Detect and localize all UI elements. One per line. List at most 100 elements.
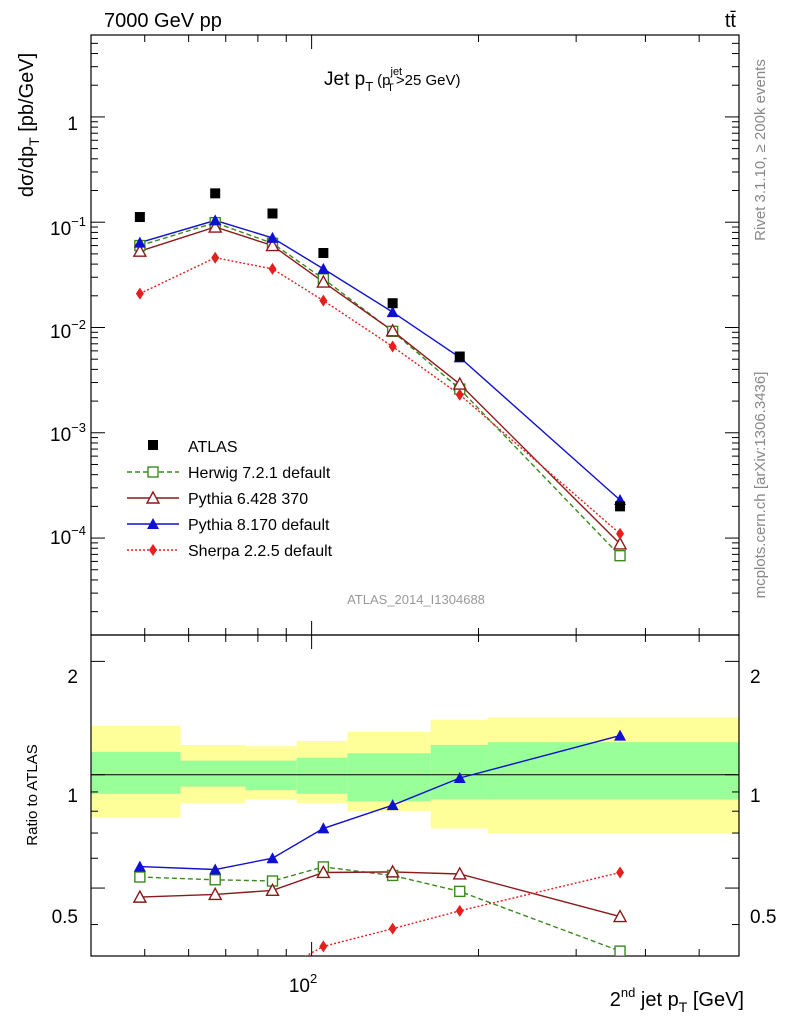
ratio-frame bbox=[90, 634, 740, 957]
legend-label: ATLAS bbox=[188, 439, 238, 456]
ratio-point-pythia bbox=[614, 729, 627, 741]
xlabel-sup: nd bbox=[621, 985, 635, 1000]
legend-label: Herwig 7.2.1 default bbox=[188, 465, 331, 482]
ratio-uncertainty-bands bbox=[91, 717, 739, 834]
ratio-point-pythia bbox=[265, 882, 280, 897]
ratio-point-pythia bbox=[317, 822, 330, 834]
ylabel-main-sub: T bbox=[26, 137, 42, 146]
main-point-pythia bbox=[209, 214, 222, 226]
ylabel-main-text: dσ/dp bbox=[16, 146, 38, 197]
ratio-point-pythia bbox=[209, 863, 222, 875]
ratio-point-pythia bbox=[453, 772, 466, 784]
band-inner bbox=[296, 757, 348, 794]
ratio-point-sherpa bbox=[319, 940, 328, 953]
main-point-pythia bbox=[385, 323, 400, 337]
plot-title-cut-sup: jet bbox=[390, 66, 403, 78]
ratio-point-sherpa bbox=[616, 866, 625, 879]
main-point-pythia bbox=[317, 262, 330, 274]
main-point-pythia bbox=[386, 306, 399, 318]
legend-marker-atlas bbox=[148, 440, 158, 450]
ratio-point-pythia bbox=[386, 799, 399, 811]
main-point-sherpa bbox=[616, 527, 625, 540]
y-tick-label-1e-2: 10−2 bbox=[50, 317, 86, 343]
main-point-sherpa bbox=[268, 262, 277, 275]
legend-label: Pythia 6.428 370 bbox=[188, 491, 308, 508]
legend-label: Sherpa 2.2.5 default bbox=[188, 543, 333, 560]
ylabel-main-unit: [pb/GeV] bbox=[16, 53, 38, 138]
xlabel-unit: [GeV] bbox=[687, 989, 744, 1011]
ratio-tick-label-1-right: 1 bbox=[750, 786, 761, 807]
main-line-pythia bbox=[139, 219, 621, 501]
plot-title-cut-rest: >25 GeV) bbox=[396, 72, 461, 89]
ratio-point-sherpa bbox=[388, 922, 397, 935]
ratio-point-pythia bbox=[452, 866, 467, 880]
ratio-point-herwig bbox=[614, 945, 626, 956]
ratio-point-pythia bbox=[316, 865, 331, 879]
y-tick-base: 10 bbox=[50, 219, 71, 240]
ratio-point-herwig bbox=[209, 874, 221, 886]
band-inner bbox=[91, 751, 181, 794]
y-tick-label-1e-4: 10−4 bbox=[50, 523, 86, 549]
ratio-point-pythia bbox=[266, 852, 279, 864]
legend-marker-sherpa bbox=[149, 544, 157, 556]
ratio-tick-label-0.5: 0.5 bbox=[52, 907, 78, 928]
ratio-point-herwig bbox=[454, 885, 466, 898]
x-tick-base: 10 bbox=[289, 976, 310, 997]
plot-title-cut-sub: T bbox=[387, 82, 394, 94]
band-inner bbox=[180, 760, 246, 787]
xlabel: 2nd jet pT [GeV] bbox=[610, 985, 744, 1015]
y-tick-base: 1 bbox=[67, 114, 78, 135]
main-point-pythia bbox=[208, 219, 223, 233]
y-tick-exp: −3 bbox=[71, 420, 86, 435]
y-tick-label-1e-1: 10−1 bbox=[50, 214, 86, 240]
ratio-tick-label-1: 1 bbox=[67, 786, 78, 807]
ratio-y-tick-labels: 2 1 0.5 2 1 0.5 bbox=[52, 667, 777, 928]
xlabel-mid: jet p bbox=[635, 989, 678, 1011]
band-inner bbox=[487, 742, 739, 800]
ratio-point-pythia bbox=[612, 909, 628, 923]
legend-marker-pythia8 bbox=[147, 518, 159, 529]
main-point-pythia bbox=[132, 243, 148, 257]
main-point-atlas bbox=[134, 212, 145, 223]
ratio-point-pythia bbox=[208, 886, 223, 901]
ratio-point-pythia bbox=[132, 889, 148, 903]
header-left: 7000 GeV pp bbox=[104, 10, 222, 32]
ratio-point-herwig bbox=[134, 871, 146, 883]
main-point-pythia bbox=[316, 274, 331, 288]
main-point-atlas bbox=[210, 188, 221, 199]
side-rivet: Rivet 3.1.10, ≥ 200k events bbox=[752, 59, 769, 241]
main-point-pythia bbox=[612, 536, 628, 550]
y-tick-base: 10 bbox=[50, 425, 71, 446]
band-inner bbox=[347, 753, 431, 802]
main-point-atlas bbox=[454, 351, 465, 362]
y-tick-exp: −1 bbox=[71, 214, 86, 229]
xlabel-sub: T bbox=[679, 999, 688, 1015]
legend: ATLAS Herwig 7.2.1 default Pythia 6.428 … bbox=[127, 439, 333, 560]
ratio-point-pythia bbox=[385, 864, 400, 878]
legend-item-pythia8: Pythia 8.170 default bbox=[127, 517, 330, 534]
legend-item-pythia6: Pythia 6.428 370 bbox=[127, 490, 308, 508]
ratio-tick-label-2: 2 bbox=[67, 667, 78, 688]
main-point-atlas bbox=[387, 298, 398, 309]
xlabel-pre: 2 bbox=[610, 989, 621, 1011]
legend-item-atlas: ATLAS bbox=[148, 439, 238, 456]
y-tick-base: 10 bbox=[50, 322, 71, 343]
main-point-sherpa bbox=[135, 287, 144, 300]
x-tick-exp: 2 bbox=[310, 971, 317, 986]
plot-title-main: Jet p bbox=[324, 69, 365, 90]
y-tick-exp: −2 bbox=[71, 317, 86, 332]
y-tick-base: 10 bbox=[50, 528, 71, 549]
main-point-pythia bbox=[133, 236, 146, 248]
ratio-point-sherpa bbox=[455, 904, 464, 917]
ratio-series-layer bbox=[132, 729, 628, 956]
main-point-sherpa bbox=[211, 251, 220, 264]
plot-title-sub: T bbox=[365, 79, 373, 94]
y-tick-label-1e-3: 10−3 bbox=[50, 420, 86, 446]
axis-ticks bbox=[90, 34, 739, 956]
main-point-atlas bbox=[318, 247, 329, 258]
legend-marker-herwig bbox=[147, 466, 159, 478]
plot-title-cut: (p bbox=[377, 72, 390, 89]
watermark: ATLAS_2014_I1304688 bbox=[347, 592, 485, 607]
y-tick-exp: −4 bbox=[71, 523, 86, 538]
